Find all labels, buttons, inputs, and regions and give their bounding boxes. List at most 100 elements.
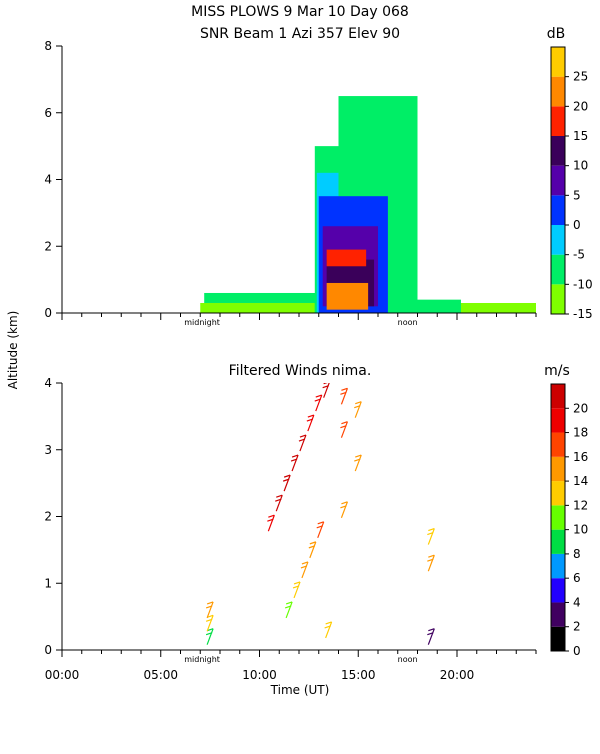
colorbar-tick-label: 18 bbox=[573, 426, 588, 440]
colorbar-swatch bbox=[551, 284, 565, 314]
wind-barb bbox=[298, 434, 307, 452]
colorbar-swatch bbox=[551, 626, 565, 651]
colorbar-tick-label: 6 bbox=[573, 571, 581, 585]
x-tick-label: 00:00 bbox=[45, 668, 80, 682]
y-tick-label: 1 bbox=[44, 576, 52, 590]
x-tick-label: 20:00 bbox=[440, 668, 475, 682]
colorbar-swatch bbox=[551, 481, 565, 506]
colorbar-tick-label: 0 bbox=[573, 644, 581, 658]
wind-barb bbox=[314, 394, 323, 412]
colorbar-tick-label: 20 bbox=[573, 401, 588, 415]
midnight-marker: midnight bbox=[184, 318, 220, 327]
wind-barb bbox=[300, 561, 309, 579]
y-tick-label: 0 bbox=[44, 643, 52, 657]
snr-region bbox=[326, 249, 367, 267]
colorbar-swatch bbox=[551, 432, 565, 457]
winds-axes: 0 1 2 3 4 midnight noon bbox=[44, 376, 537, 664]
colorbar-tick-label: 15 bbox=[573, 129, 588, 143]
snr-heatmap bbox=[200, 96, 536, 313]
colorbar-swatch bbox=[551, 195, 565, 225]
wind-barb bbox=[275, 494, 283, 512]
y-tick-label: 4 bbox=[44, 376, 52, 390]
wind-colorbar: 0 2 4 6 8 10 12 14 16 18 20 bbox=[550, 383, 588, 658]
colorbar-frame bbox=[550, 46, 566, 315]
colorbar-tick-label: 12 bbox=[573, 498, 588, 512]
colorbar-swatch bbox=[551, 456, 565, 482]
wind-barb bbox=[427, 554, 435, 572]
colorbar-tick-label: 2 bbox=[573, 620, 581, 634]
wind-barb bbox=[322, 383, 330, 398]
wind-barb bbox=[308, 541, 317, 559]
snr-region bbox=[204, 292, 319, 303]
colorbar-swatch bbox=[551, 578, 565, 603]
wind-barb bbox=[316, 521, 325, 539]
colorbar-tick-label: 25 bbox=[573, 70, 588, 84]
snr-colorbar: -15 -10 -5 0 5 10 15 20 25 bbox=[550, 46, 593, 321]
wind-barb bbox=[340, 387, 348, 405]
colorbar-swatch bbox=[551, 505, 565, 530]
colorbar-tick-label: -10 bbox=[573, 277, 593, 291]
wind-barb bbox=[284, 601, 293, 619]
y-tick-label: 2 bbox=[44, 239, 52, 253]
wind-barbs bbox=[205, 383, 435, 645]
noon-marker: noon bbox=[398, 318, 418, 327]
x-tick-label: 10:00 bbox=[242, 668, 277, 682]
wind-barb bbox=[324, 621, 333, 639]
wind-barb bbox=[267, 514, 275, 532]
wind-barb bbox=[427, 628, 435, 645]
colorbar-tick-label: 14 bbox=[573, 474, 588, 488]
wind-barb bbox=[205, 601, 214, 619]
colorbar-tick-label: -15 bbox=[573, 307, 593, 321]
x-axis-label: Time (UT) bbox=[270, 683, 330, 697]
header-line-2: SNR Beam 1 Azi 357 Elev 90 bbox=[200, 26, 400, 42]
colorbar-swatch bbox=[551, 529, 565, 554]
colorbar-tick-label: 20 bbox=[573, 99, 588, 113]
x-tick-label: 15:00 bbox=[341, 668, 376, 682]
colorbar-swatch bbox=[551, 225, 565, 255]
snr-panel: 0 2 4 6 8 midnight noon bbox=[44, 39, 537, 327]
noon-marker: noon bbox=[398, 655, 418, 664]
colorbar-swatch bbox=[551, 136, 565, 166]
x-tick-label: 05:00 bbox=[143, 668, 178, 682]
winds-panel: 0 1 2 3 4 midnight noon bbox=[44, 376, 537, 664]
header-line-1: MISS PLOWS 9 Mar 10 Day 068 bbox=[191, 4, 409, 20]
winds-panel-title: Filtered Winds nima. bbox=[229, 363, 372, 379]
wind-barb bbox=[340, 421, 348, 438]
y-tick-label: 6 bbox=[44, 106, 52, 120]
wind-colorbar-unit: m/s bbox=[544, 363, 570, 379]
colorbar-swatch bbox=[551, 408, 565, 433]
colorbar-tick-label: 8 bbox=[573, 547, 581, 561]
colorbar-swatch bbox=[551, 254, 565, 285]
colorbar-swatch bbox=[551, 47, 565, 77]
colorbar-frame bbox=[550, 383, 566, 652]
wind-barb bbox=[354, 454, 362, 472]
colorbar-tick-label: -5 bbox=[573, 248, 585, 262]
wind-barb bbox=[427, 527, 435, 545]
y-tick-label: 8 bbox=[44, 39, 52, 53]
colorbar-swatch bbox=[551, 165, 565, 196]
colorbar-tick-label: 4 bbox=[573, 595, 581, 609]
snr-colorbar-unit: dB bbox=[547, 26, 566, 42]
wind-barb bbox=[340, 501, 348, 519]
wind-barb bbox=[290, 454, 299, 472]
colorbar-tick-label: 10 bbox=[573, 523, 588, 537]
colorbar-tick-label: 16 bbox=[573, 450, 588, 464]
wind-barb bbox=[306, 414, 315, 432]
colorbar-swatch bbox=[551, 76, 565, 107]
colorbar-tick-label: 10 bbox=[573, 159, 588, 173]
colorbar-swatch bbox=[551, 553, 565, 579]
midnight-marker: midnight bbox=[184, 655, 220, 664]
wind-barb bbox=[282, 474, 291, 492]
colorbar-swatch bbox=[551, 384, 565, 409]
y-tick-label: 4 bbox=[44, 173, 52, 187]
wind-barb bbox=[354, 401, 362, 418]
y-tick-label: 2 bbox=[44, 510, 52, 524]
shared-y-axis-label: Altitude (km) bbox=[6, 311, 20, 390]
colorbar-tick-label: 5 bbox=[573, 188, 581, 202]
y-tick-label: 0 bbox=[44, 306, 52, 320]
colorbar-swatch bbox=[551, 106, 565, 136]
colorbar-swatch bbox=[551, 602, 565, 627]
wind-barb bbox=[292, 581, 301, 599]
